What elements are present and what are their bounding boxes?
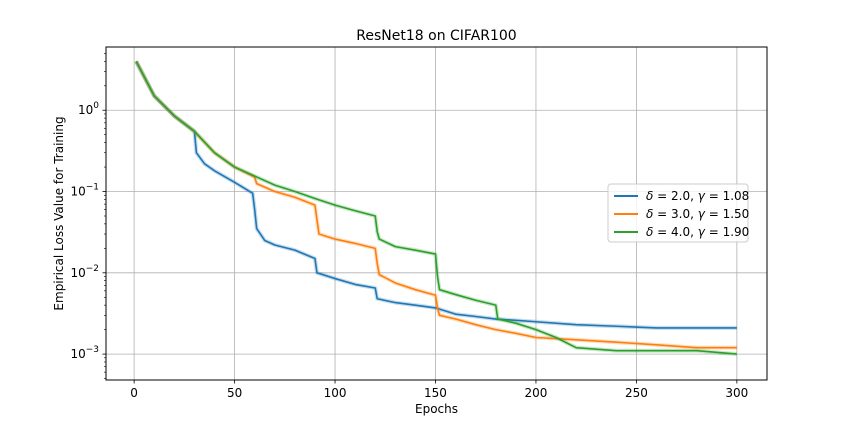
legend-label-part: γ bbox=[698, 207, 706, 221]
y-tick-exponent: −3 bbox=[86, 345, 99, 355]
legend-label-part: γ bbox=[698, 189, 706, 203]
legend-label-part: , bbox=[690, 225, 698, 239]
x-axis: 0 50 100 150 200 250 300 bbox=[130, 380, 748, 400]
y-tick-label: 10−1 bbox=[70, 183, 99, 199]
legend-label-part: δ bbox=[646, 189, 653, 203]
y-axis-label: Empirical Loss Value for Training bbox=[52, 116, 66, 310]
x-axis-label: Epochs bbox=[415, 402, 458, 416]
legend-label-part: , bbox=[690, 207, 698, 221]
y-tick-label: 10−2 bbox=[70, 264, 99, 280]
y-tick-base: 10 bbox=[70, 266, 85, 280]
y-tick-exponent: 0 bbox=[93, 101, 99, 111]
chart-title: ResNet18 on CIFAR100 bbox=[356, 28, 516, 44]
legend-label-part: = bbox=[653, 207, 671, 221]
x-tick-label: 250 bbox=[625, 386, 648, 400]
x-tick-label: 150 bbox=[424, 386, 447, 400]
legend-label-part: 1.90 bbox=[723, 225, 750, 239]
legend-box bbox=[607, 183, 749, 243]
legend-label-part: δ bbox=[646, 225, 653, 239]
series-line-3 bbox=[135, 60, 737, 355]
legend-label-part: , bbox=[690, 189, 698, 203]
legend-label-part: δ bbox=[646, 207, 653, 221]
legend-label: δ = 3.0, γ = 1.50 bbox=[646, 207, 749, 221]
legend-entry: δ = 4.0, γ = 1.90 bbox=[614, 225, 749, 239]
y-tick-label: 10−3 bbox=[70, 345, 99, 361]
legend-label-part: 1.50 bbox=[723, 207, 750, 221]
legend-label-part: 1.08 bbox=[723, 189, 750, 203]
y-tick-exponent: −2 bbox=[86, 264, 99, 274]
legend-label-part: 4.0 bbox=[671, 225, 690, 239]
legend-label: δ = 2.0, γ = 1.08 bbox=[646, 189, 749, 203]
legend-label: δ = 4.0, γ = 1.90 bbox=[646, 225, 749, 239]
legend-label-part: γ bbox=[698, 225, 706, 239]
x-tick-label: 300 bbox=[725, 386, 748, 400]
legend-entry: δ = 3.0, γ = 1.50 bbox=[614, 207, 749, 221]
y-tick-base: 10 bbox=[78, 103, 93, 117]
series-line-1 bbox=[135, 60, 737, 329]
y-tick-exponent: −1 bbox=[86, 183, 99, 193]
x-tick-label: 100 bbox=[324, 386, 347, 400]
legend-label-part: 2.0 bbox=[671, 189, 690, 203]
legend: δ = 2.0, γ = 1.08δ = 3.0, γ = 1.50δ = 4.… bbox=[607, 183, 749, 243]
legend-label-part: = bbox=[653, 225, 671, 239]
series-layer bbox=[134, 60, 738, 357]
x-tick-label: 0 bbox=[130, 386, 138, 400]
legend-label-part: = bbox=[653, 189, 671, 203]
y-tick-base: 10 bbox=[70, 347, 85, 361]
legend-label-part: 3.0 bbox=[671, 207, 690, 221]
plot-frame bbox=[105, 46, 768, 381]
y-tick-label: 100 bbox=[78, 101, 99, 117]
legend-entry: δ = 2.0, γ = 1.08 bbox=[614, 189, 749, 203]
y-tick-base: 10 bbox=[70, 185, 85, 199]
legend-label-part: = bbox=[705, 207, 723, 221]
legend-label-part: = bbox=[705, 189, 723, 203]
legend-label-part: = bbox=[705, 225, 723, 239]
x-tick-label: 200 bbox=[524, 386, 547, 400]
x-tick-label: 50 bbox=[227, 386, 242, 400]
